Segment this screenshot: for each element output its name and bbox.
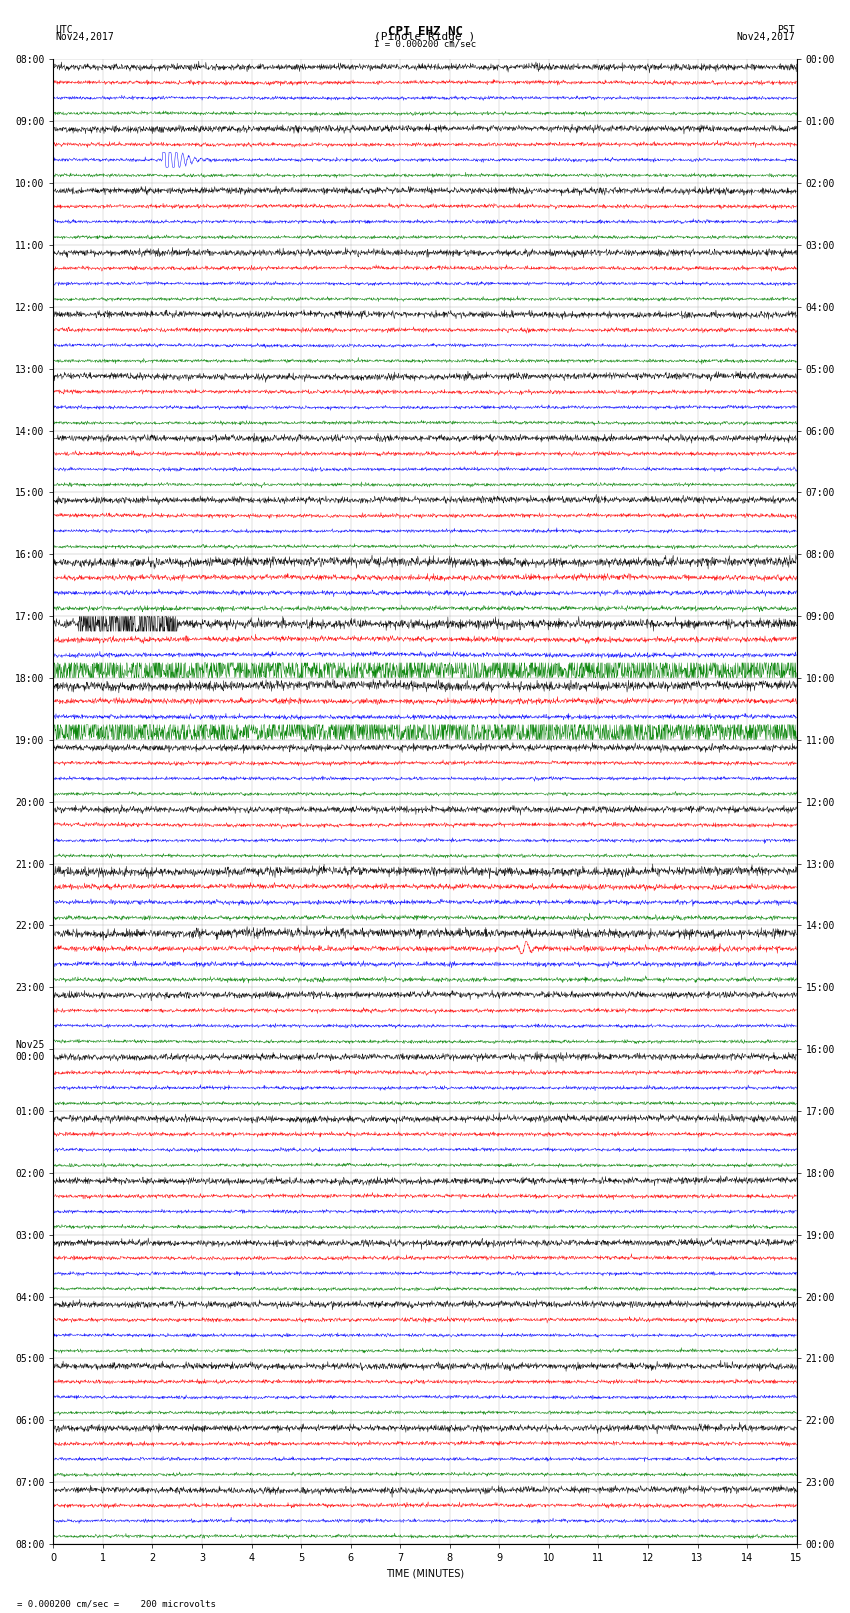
Text: (Pinole Ridge ): (Pinole Ridge )	[374, 32, 476, 42]
X-axis label: TIME (MINUTES): TIME (MINUTES)	[386, 1569, 464, 1579]
Text: Nov24,2017: Nov24,2017	[736, 32, 795, 42]
Text: PST: PST	[777, 24, 795, 35]
Text: CPI EHZ NC: CPI EHZ NC	[388, 24, 462, 39]
Text: UTC: UTC	[55, 24, 73, 35]
Text: Nov24,2017: Nov24,2017	[55, 32, 114, 42]
Text: I = 0.000200 cm/sec: I = 0.000200 cm/sec	[374, 39, 476, 48]
Text: = 0.000200 cm/sec =    200 microvolts: = 0.000200 cm/sec = 200 microvolts	[17, 1598, 216, 1608]
